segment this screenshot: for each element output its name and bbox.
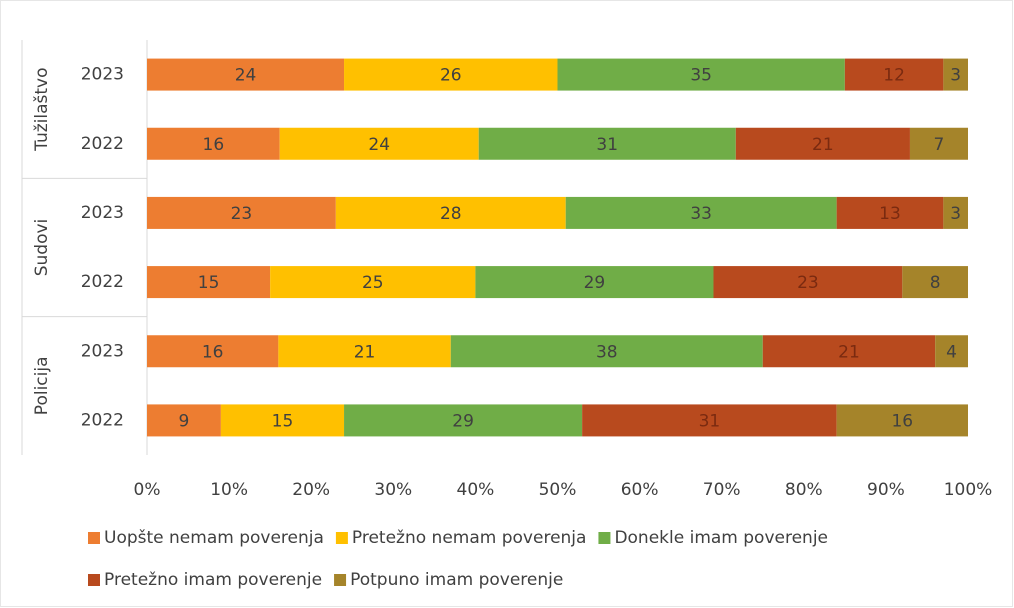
group-label: Tužilaštvo — [32, 67, 52, 151]
group-label: Sudovi — [32, 219, 52, 277]
data-label: 28 — [440, 204, 462, 224]
bar-segment — [147, 335, 279, 368]
bar-segment — [450, 335, 763, 368]
x-tick-label: 40% — [457, 480, 495, 500]
legend-swatch — [88, 532, 100, 544]
y-tick-label: 2022 — [81, 410, 124, 430]
data-label: 24 — [368, 135, 390, 155]
bar-segment — [270, 266, 476, 299]
legend-swatch — [334, 574, 347, 586]
bar-segment — [335, 196, 566, 229]
data-label: 31 — [699, 411, 721, 431]
data-label: 35 — [690, 66, 712, 86]
bar-segment — [902, 266, 968, 299]
x-tick-label: 100% — [944, 480, 993, 500]
bar-segment — [844, 58, 944, 91]
legend-swatch — [335, 532, 348, 544]
legend-label: Pretežno nemam poverenja — [352, 528, 587, 548]
x-tick-label: 90% — [867, 480, 905, 500]
bar-segment — [147, 196, 336, 229]
data-label: 26 — [440, 66, 462, 86]
x-tick-label: 10% — [210, 480, 248, 500]
data-label: 3 — [950, 66, 961, 86]
bar-segment — [147, 266, 271, 299]
group-label: Policija — [32, 356, 52, 415]
legend-label: Donekle imam poverenje — [614, 528, 828, 548]
bar-segment — [735, 127, 910, 160]
data-label: 29 — [584, 273, 606, 293]
bar-segment — [836, 404, 968, 437]
data-label: 29 — [452, 411, 474, 431]
data-label: 24 — [235, 66, 257, 86]
bar-segment — [147, 404, 221, 437]
legend-swatch — [88, 574, 100, 586]
bar-segment — [220, 404, 345, 437]
legend-label: Pretežno imam poverenje — [104, 570, 322, 590]
x-tick-label: 20% — [292, 480, 330, 500]
bar-segment — [909, 127, 968, 160]
data-label: 8 — [930, 273, 941, 293]
bar-segment — [762, 335, 936, 368]
data-label: 9 — [179, 411, 190, 431]
bar-segment — [279, 127, 479, 160]
bar-segment — [943, 58, 968, 91]
bar-segment — [836, 196, 944, 229]
data-label: 12 — [883, 66, 905, 86]
bar-segment — [278, 335, 451, 368]
bar-segment — [147, 127, 280, 160]
bar-segment — [475, 266, 714, 299]
bar-segment — [344, 58, 558, 91]
data-label: 23 — [231, 204, 253, 224]
x-tick-label: 50% — [539, 480, 577, 500]
data-label: 15 — [272, 411, 294, 431]
data-label: 15 — [198, 273, 220, 293]
data-label: 31 — [596, 135, 618, 155]
x-tick-label: 0% — [134, 480, 161, 500]
data-label: 21 — [354, 342, 376, 362]
bar-segment — [565, 196, 837, 229]
data-label: 7 — [934, 135, 945, 155]
legend-label: Uopšte nemam poverenja — [104, 528, 324, 548]
x-tick-label: 70% — [703, 480, 741, 500]
x-tick-label: 60% — [621, 480, 659, 500]
bar-segment — [344, 404, 583, 437]
data-label: 38 — [596, 342, 618, 362]
data-label: 3 — [950, 204, 961, 224]
bar-segment — [943, 196, 968, 229]
data-label: 16 — [203, 135, 225, 155]
data-label: 33 — [690, 204, 712, 224]
bar-segment — [582, 404, 837, 437]
data-label: 13 — [879, 204, 901, 224]
data-label: 21 — [838, 342, 860, 362]
y-tick-label: 2022 — [81, 134, 124, 154]
legend-label: Potpuno imam poverenje — [350, 570, 563, 590]
y-tick-label: 2023 — [81, 341, 124, 361]
data-label: 16 — [891, 411, 913, 431]
data-label: 16 — [202, 342, 224, 362]
bar-segment — [478, 127, 736, 160]
bar-segment — [713, 266, 903, 299]
data-label: 4 — [946, 342, 957, 362]
data-label: 23 — [797, 273, 819, 293]
legend-swatch — [598, 532, 611, 544]
y-tick-label: 2023 — [81, 203, 124, 223]
data-label: 25 — [362, 273, 384, 293]
bar-segment — [147, 58, 345, 91]
x-tick-label: 30% — [374, 480, 412, 500]
x-tick-label: 80% — [785, 480, 823, 500]
bar-segment — [557, 58, 845, 91]
y-tick-label: 2023 — [81, 65, 124, 85]
data-label: 21 — [812, 135, 834, 155]
bar-segment — [935, 335, 968, 368]
y-tick-label: 2022 — [81, 272, 124, 292]
